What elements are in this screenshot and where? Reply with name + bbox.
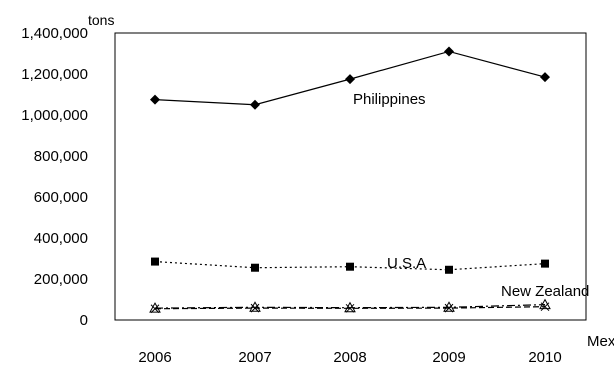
x-tick-label: 2007 [238,349,271,366]
data-point [541,259,549,268]
data-point [150,94,160,105]
data-point [150,304,160,314]
x-tick-label: 2008 [333,349,366,366]
data-point [345,74,355,85]
y-unit-label: tons [88,12,114,28]
series-label: U.S.A [387,255,426,272]
y-axis-ticks: 0 200,000 400,000 600,000 800,000 1,000,000 1,… [21,25,88,329]
data-point [151,257,159,266]
series-new-zealand [149,298,551,313]
data-point [344,301,356,313]
series-line [154,304,546,309]
data-point [346,262,354,271]
data-point [250,99,260,110]
data-point [250,303,260,313]
series-layer [149,46,551,314]
data-point [444,46,454,57]
data-point [345,303,355,313]
series-u-s-a [151,257,549,274]
x-tick-label: 2009 [432,349,465,366]
y-tick-label: 800,000 [34,148,88,165]
data-point [445,265,453,274]
series-line [154,306,546,310]
y-tick-label: 1,200,000 [21,66,88,83]
series-label: Philippines [353,91,426,108]
series-labels: Philippines U.S.A New Zealand Mexico [353,91,614,350]
data-point [149,302,161,313]
y-tick-label: 1,000,000 [21,107,88,124]
series-label: Mexico [587,333,614,350]
x-tick-label: 2006 [138,349,171,366]
data-point [540,302,550,312]
series-label: New Zealand [501,283,589,300]
y-tick-label: 600,000 [34,189,88,206]
series-philippines [150,46,550,110]
plot-area [114,32,587,321]
y-tick-label: 1,400,000 [21,25,88,42]
data-point [443,301,455,312]
data-point [249,301,261,312]
data-point [251,263,259,272]
data-point [540,72,550,83]
y-tick-label: 0 [80,312,88,329]
y-tick-label: 400,000 [34,230,88,247]
x-tick-label: 2010 [528,349,561,366]
y-tick-label: 200,000 [34,271,88,288]
x-axis-ticks: 2006 2007 2008 2009 2010 [138,349,561,366]
series-mexico [150,302,550,314]
data-point [444,303,454,313]
